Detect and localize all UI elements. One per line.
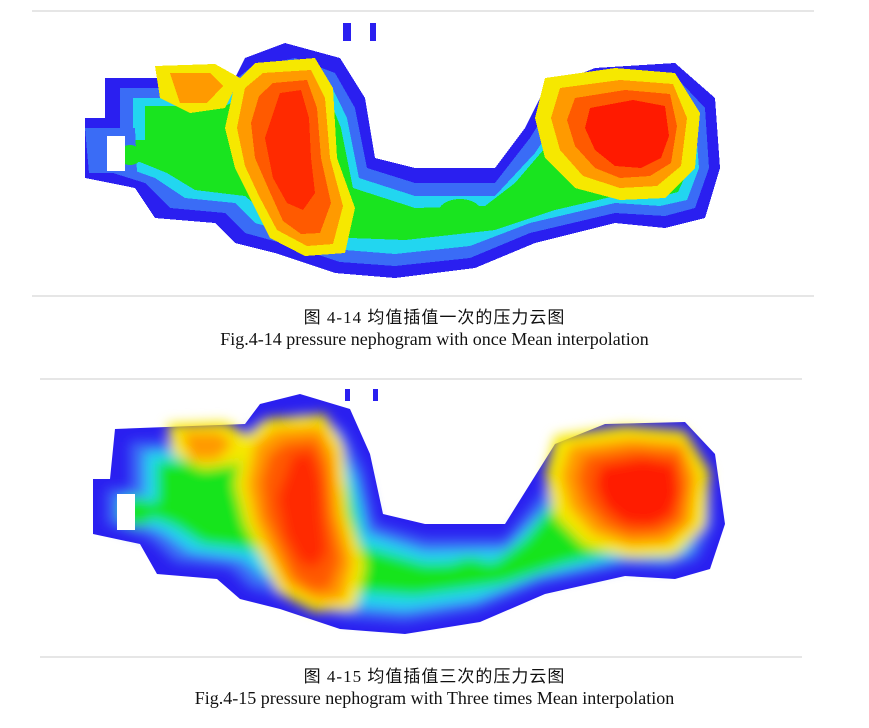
caption-en-4-15: Fig.4-15 pressure nephogram with Three t… — [194, 688, 675, 708]
divider-fig-4-14 — [32, 295, 814, 297]
top-divider — [32, 10, 814, 12]
pressure-nephogram-4-15 — [85, 384, 735, 649]
heel-region — [85, 23, 720, 278]
caption-cn-4-15: 图 4-15 均值插值三次的压力云图 — [303, 667, 566, 686]
caption-cn-4-14: 图 4-14 均值插值一次的压力云图 — [303, 308, 566, 327]
divider-fig-4-15-top — [40, 378, 802, 380]
divider-fig-4-15 — [40, 656, 802, 658]
caption-en-4-14: Fig.4-14 pressure nephogram with once Me… — [220, 329, 649, 349]
pressure-nephogram-4-14 — [75, 18, 735, 288]
smooth-pressure-map — [93, 389, 725, 634]
